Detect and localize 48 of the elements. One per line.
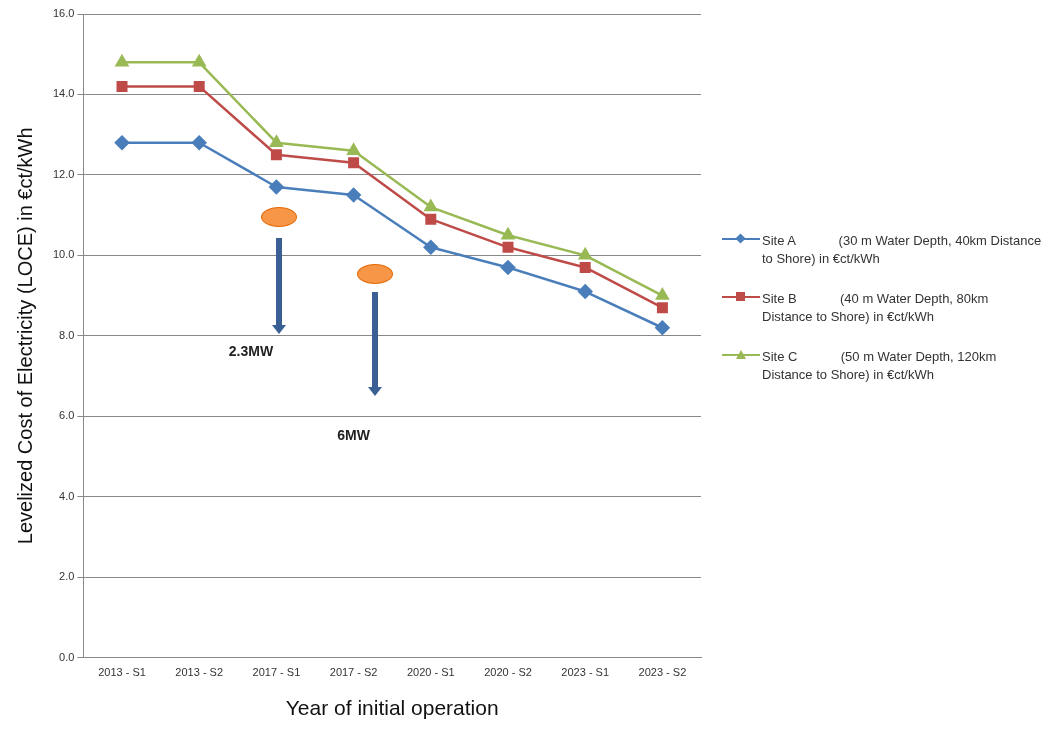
y-tick-label: 16.0 — [52, 7, 75, 20]
y-tick-label: 10.0 — [52, 248, 75, 261]
annotation: 6MW — [337, 427, 371, 444]
x-tick-label: 2017 - S1 — [252, 666, 301, 679]
y-axis-title: Levelized Cost of Electricity (LOCE) in €ct/kWh — [13, 127, 36, 545]
y-tick-label: 0.0 — [59, 650, 75, 663]
x-axis-title: Year of initial operation — [285, 696, 499, 720]
point — [424, 199, 438, 212]
legend-label: Site C (50 m Water Depth, 120km Distance to Shore) in €ct/kWh — [762, 348, 998, 384]
x-tick-label: 2017 - S2 — [329, 666, 378, 679]
point — [655, 320, 670, 336]
point — [502, 241, 514, 253]
y-tick-label: 2.0 — [59, 570, 75, 583]
point — [116, 80, 128, 92]
point — [656, 302, 668, 314]
legend-label: Site A (30 m Water Depth, 40km Distance to Shore) in €ct/kWh — [762, 232, 1042, 268]
point — [348, 157, 360, 169]
x-tick-label: 2020 - S2 — [484, 666, 532, 679]
point — [115, 55, 129, 67]
point — [269, 179, 284, 195]
point — [192, 55, 206, 67]
x-tick-label: 2023 - S1 — [561, 666, 610, 679]
point — [577, 284, 593, 299]
x-tick-label: 2013 - S2 — [175, 666, 224, 679]
point — [655, 288, 669, 300]
annotation: 2.3MW — [228, 342, 274, 359]
point — [269, 135, 283, 147]
x-tick-label: 2020 - S1 — [406, 666, 455, 679]
point — [347, 143, 361, 156]
point — [579, 261, 591, 273]
point — [423, 240, 439, 255]
point — [193, 80, 205, 92]
x-tick-label: 2023 - S2 — [638, 666, 687, 679]
y-tick-label: 4.0 — [59, 489, 75, 502]
point — [270, 149, 282, 161]
point — [501, 227, 515, 240]
point — [500, 260, 516, 275]
point — [578, 248, 592, 260]
legend-label: Site B (40 m Water Depth, 80km Distance to Shore) in €ct/kWh — [762, 290, 990, 326]
point — [191, 135, 207, 150]
point — [346, 187, 361, 203]
x-tick-label: 2013 - S1 — [98, 666, 146, 679]
y-tick-label: 6.0 — [59, 409, 75, 422]
y-tick-label: 14.0 — [52, 87, 75, 100]
y-tick-label: 12.0 — [52, 167, 75, 180]
point — [425, 213, 437, 225]
point — [114, 135, 130, 150]
y-tick-label: 8.0 — [59, 328, 75, 341]
